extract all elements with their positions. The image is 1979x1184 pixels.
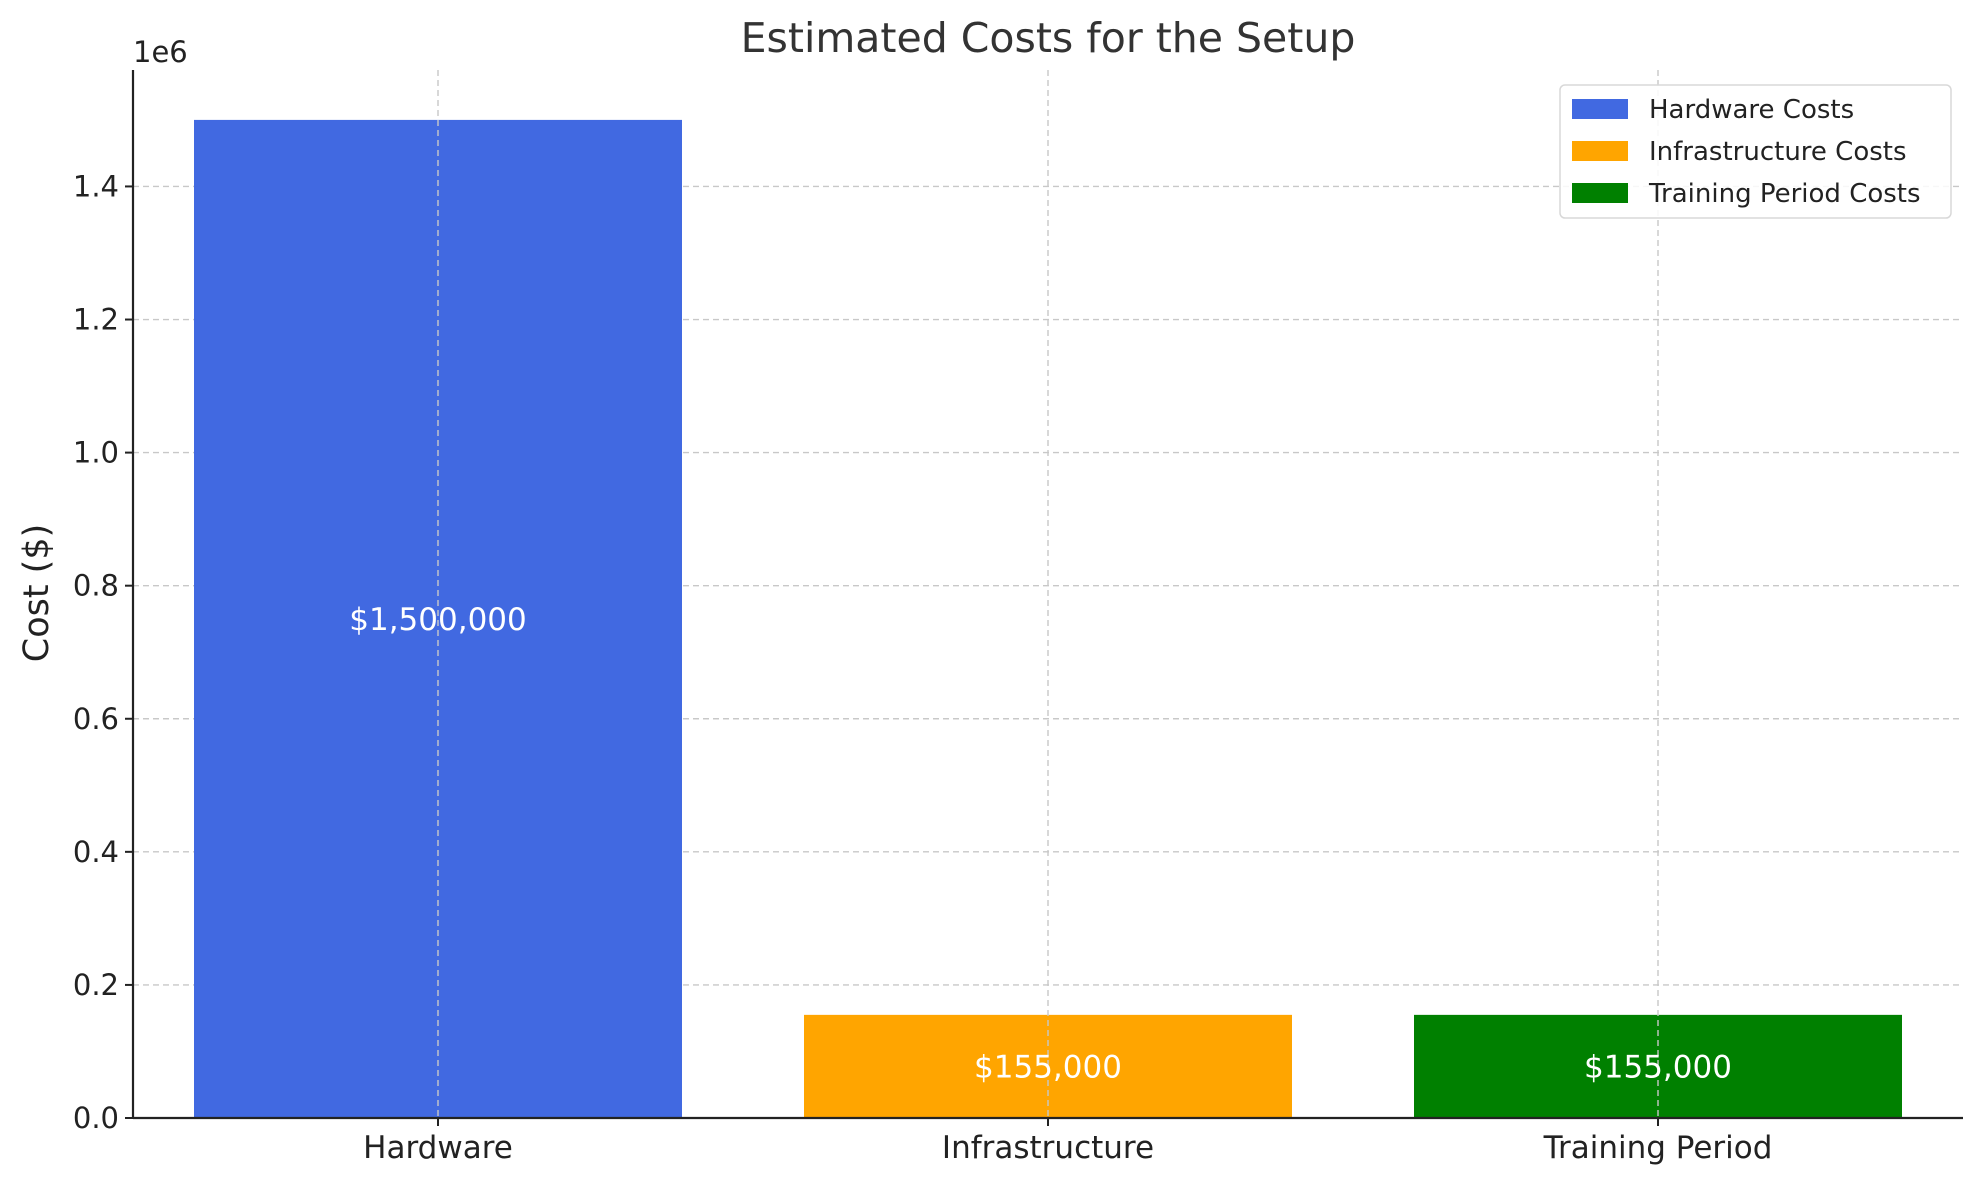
y-tick-label: 1.0 — [73, 436, 119, 470]
y-tick-label: 1.2 — [73, 303, 119, 337]
bar-value-label: $155,000 — [1584, 1049, 1732, 1085]
bar-value-labels: $1,500,000 $155,000 $155,000 — [349, 602, 1732, 1085]
legend: Hardware Costs Infrastructure Costs Traini… — [1559, 84, 1952, 219]
legend-swatch — [1572, 99, 1628, 119]
legend-entry-label: Training Period Costs — [1648, 179, 1921, 209]
bar-value-label: $1,500,000 — [349, 602, 527, 638]
y-tick-label: 0.0 — [73, 1101, 119, 1135]
y-axis-scale-label: 1e6 — [133, 35, 188, 69]
legend-entry-label: Hardware Costs — [1649, 95, 1854, 125]
legend-swatch — [1572, 183, 1628, 203]
legend-swatch — [1572, 141, 1628, 161]
chart-title: Estimated Costs for the Setup — [741, 14, 1356, 62]
y-tick-label: 0.8 — [73, 569, 119, 603]
vertical-grid-lines — [437, 70, 1659, 1118]
bar-value-label: $155,000 — [974, 1049, 1122, 1085]
y-tick-label: 1.4 — [73, 169, 119, 203]
x-tick-label: Infrastructure — [942, 1130, 1154, 1166]
y-tick-label: 0.4 — [73, 835, 119, 869]
y-axis-title: Cost ($) — [17, 524, 57, 663]
legend-entry-label: Infrastructure Costs — [1649, 137, 1907, 167]
y-tick-label: 0.2 — [73, 968, 119, 1002]
y-tick-label: 0.6 — [73, 702, 119, 736]
x-tick-label: Training Period — [1543, 1130, 1773, 1166]
x-tick-label: Hardware — [363, 1130, 513, 1166]
ticks: 0.0 0.2 0.4 0.6 0.8 1.0 1.2 1.4 Hardware Infrastr… — [73, 169, 1773, 1166]
legend-box — [1559, 84, 1952, 219]
